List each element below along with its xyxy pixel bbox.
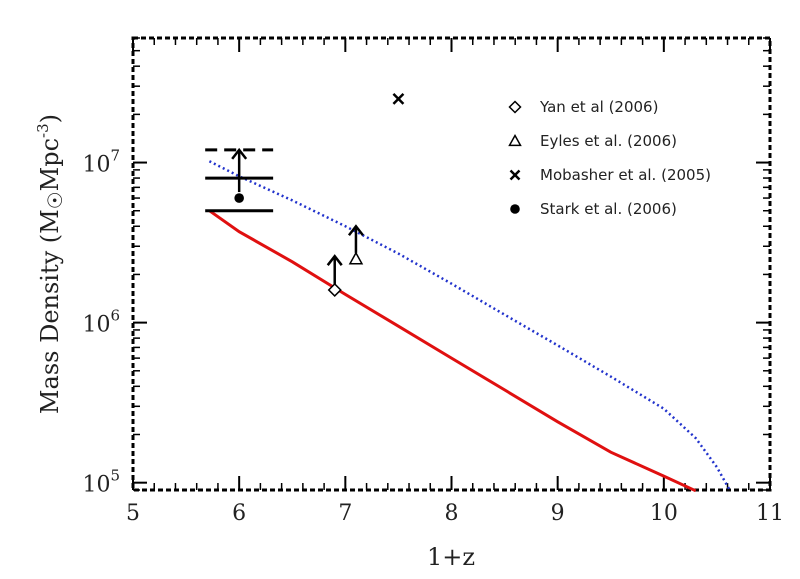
dotted-model-line [208, 160, 731, 491]
solid-model-line [208, 209, 697, 493]
legend-label: Mobasher et al. (2005) [540, 166, 711, 184]
x-tick-label: 10 [650, 501, 678, 526]
plot-frame [131, 36, 772, 492]
x-tick-label: 7 [338, 501, 352, 526]
y-tick-label: 107 [82, 147, 120, 178]
lower-limit-arrow [347, 224, 364, 253]
x-tick-label: 6 [232, 501, 246, 526]
y-tick-label: 106 [82, 307, 120, 338]
lower-limit-arrow [231, 147, 248, 193]
x-axis-title: 1+z [427, 543, 475, 571]
x-tick-labels: 5 6 7 8 9 10 11 [126, 501, 784, 526]
legend: Yan et al (2006) Eyles et al. (2006) Mobas… [508, 98, 711, 218]
circle-marker [234, 193, 244, 203]
legend-x-marker-stroke [509, 169, 521, 181]
legend-triangle-marker [508, 133, 522, 147]
x-tick-label: 5 [126, 501, 140, 526]
legend-label: Eyles et al. (2006) [540, 132, 677, 150]
x-marker-stroke [392, 92, 405, 105]
legend-label: Stark et al. (2006) [540, 200, 677, 218]
x-tick-label: 11 [756, 501, 784, 526]
series-lines [208, 160, 731, 493]
legend-circle-marker [510, 204, 520, 214]
x-tick-label: 9 [551, 501, 565, 526]
axis-ticks [132, 37, 771, 491]
lower-limit-arrow-head [231, 147, 248, 160]
y-axis-title: Mass Density (M☉Mpc-3) [34, 114, 67, 414]
x-tick-label: 8 [445, 501, 459, 526]
y-axis-title-close: ) [36, 114, 64, 123]
y-axis-title-unit: Mpc [36, 138, 64, 191]
y-axis-title-exponent: -3 [34, 123, 52, 138]
legend-x-marker [509, 169, 521, 181]
y-axis-title-main: Mass Density (M [36, 209, 64, 414]
legend-diamond-marker [508, 100, 522, 114]
lower-limit-arrow [326, 254, 343, 284]
data-points [205, 92, 405, 298]
legend-label: Yan et al (2006) [539, 98, 658, 116]
lower-limit-arrow-head [347, 224, 364, 237]
y-tick-label: 105 [82, 467, 120, 498]
diamond-marker [327, 282, 342, 298]
lower-limit-arrow-head [326, 254, 343, 266]
y-tick-labels: 105 106 107 [82, 147, 120, 498]
x-marker [392, 92, 405, 105]
sun-symbol: ☉ [43, 191, 67, 209]
triangle-marker [348, 251, 364, 265]
